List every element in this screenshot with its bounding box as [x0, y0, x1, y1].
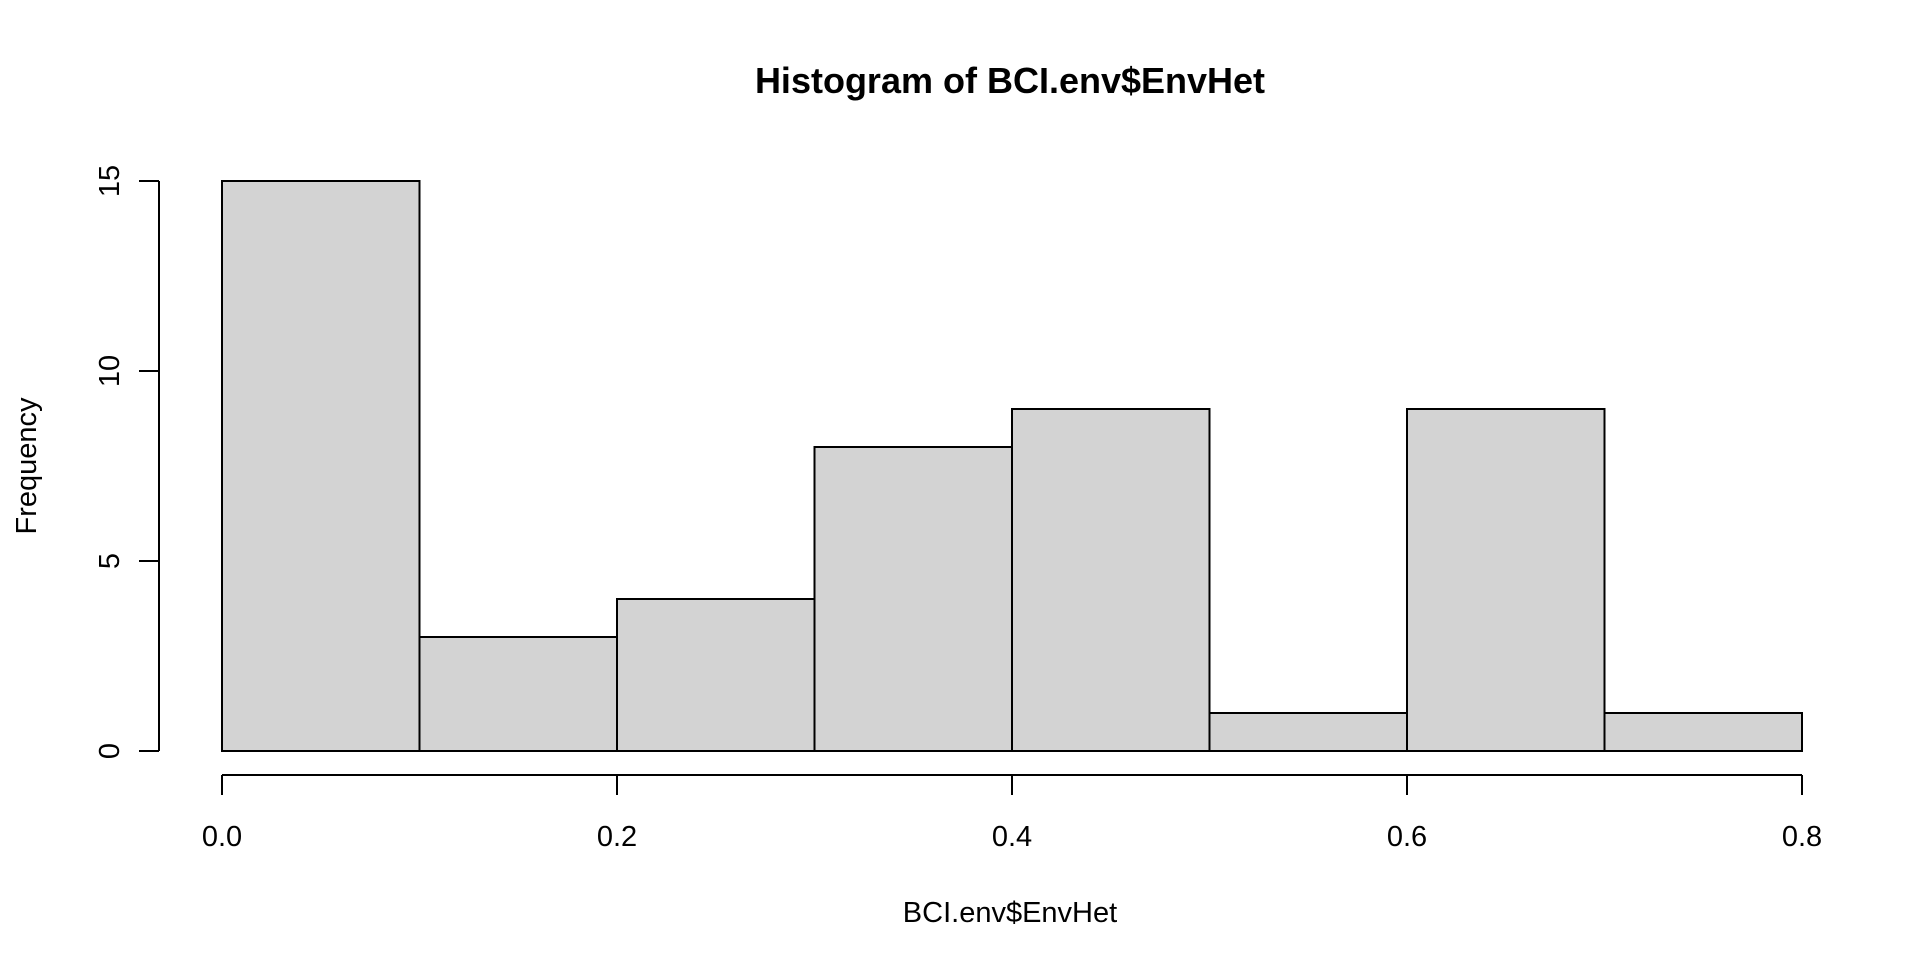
y-tick-label: 15	[94, 165, 126, 197]
histogram-bar	[1603, 712, 1803, 752]
histogram-bar	[418, 636, 618, 752]
chart-title: Histogram of BCI.env$EnvHet	[755, 60, 1265, 101]
y-tick-label: 10	[94, 355, 126, 387]
histogram-bar	[221, 180, 421, 752]
y-axis: 0 5 10 15	[94, 165, 160, 759]
x-axis-label: BCI.env$EnvHet	[903, 897, 1117, 929]
histogram-bar	[813, 446, 1013, 752]
y-tick-label: 5	[94, 553, 126, 569]
x-tick-label: 0.0	[202, 821, 242, 853]
x-tick-label: 0.2	[597, 821, 637, 853]
x-tick-label: 0.4	[992, 821, 1032, 853]
y-axis-label: Frequency	[11, 397, 43, 535]
histogram-bar	[1406, 408, 1606, 752]
histogram-bar	[1208, 712, 1408, 752]
histogram-bars	[221, 180, 1803, 752]
x-axis: 0.0 0.2 0.4 0.6 0.8	[202, 774, 1822, 853]
x-tick-label: 0.6	[1387, 821, 1427, 853]
histogram-bar	[616, 598, 816, 752]
histogram-bar	[1011, 408, 1211, 752]
y-tick-label: 0	[94, 743, 126, 759]
x-tick-label: 0.8	[1782, 821, 1822, 853]
